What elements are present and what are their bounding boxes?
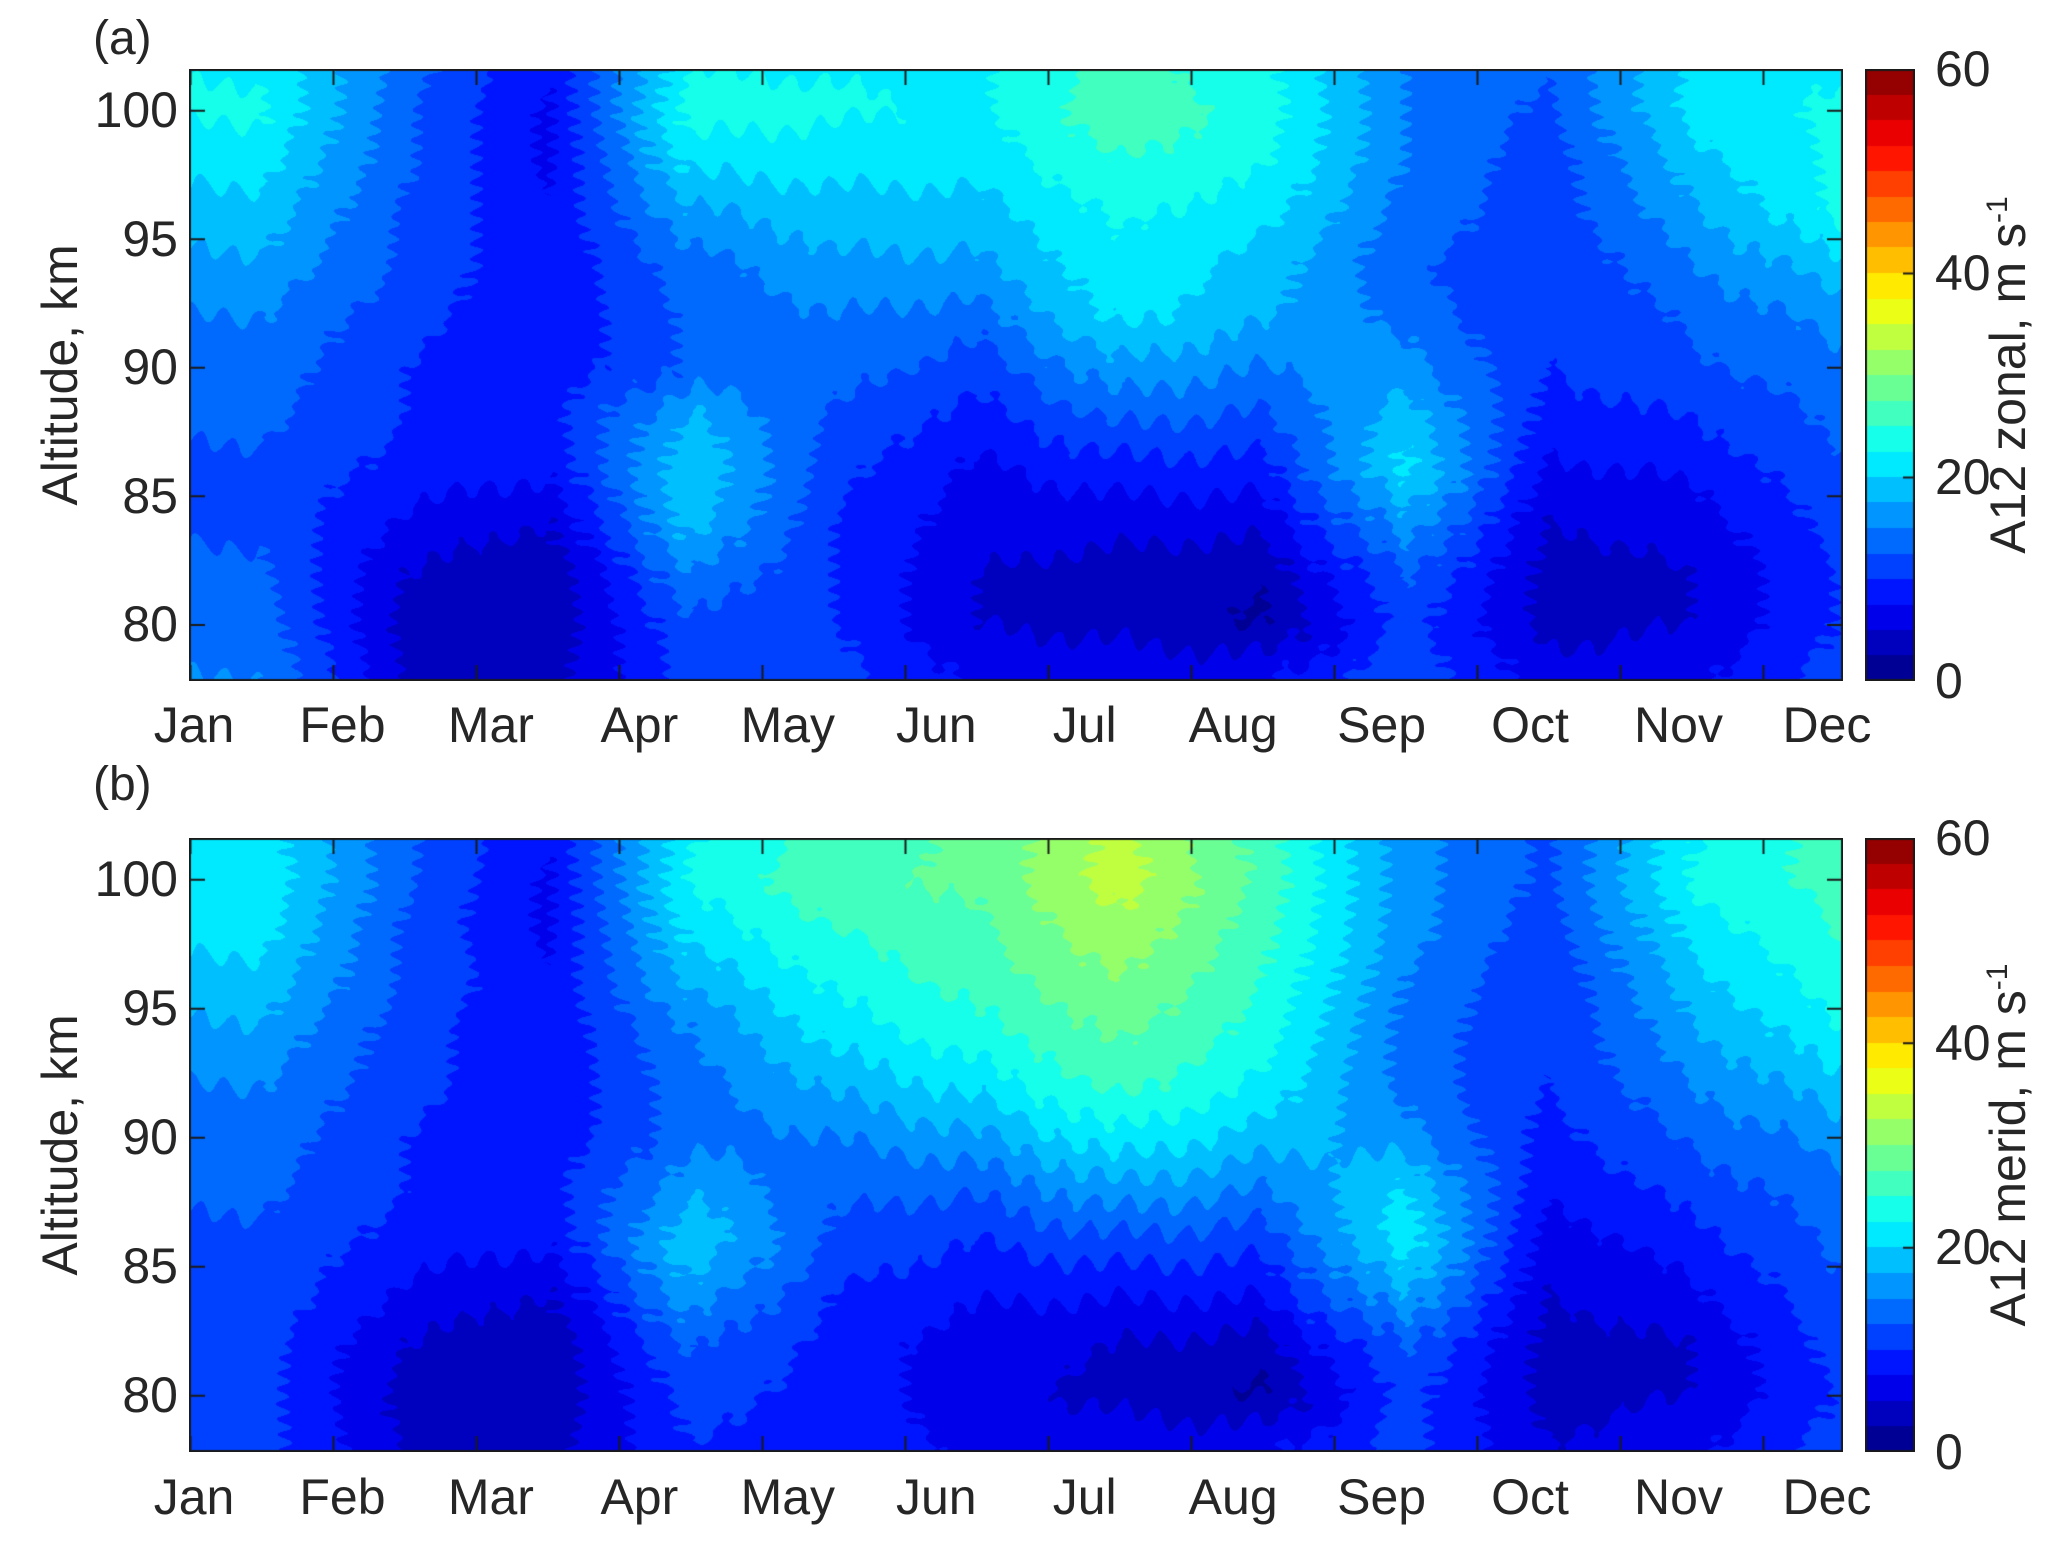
- panel-b-x-tick-label-oct: Oct: [1491, 1469, 1569, 1525]
- panel-b-y-tick-label-100: 100: [94, 851, 178, 908]
- panel-b-x-tick-label-jun: Jun: [895, 1469, 977, 1525]
- panel-b-x-tick-label-dec: Dec: [1782, 1469, 1872, 1525]
- panel-a-y-tick-label-85: 85: [122, 467, 178, 524]
- panel-a-x-tick-label-nov: Nov: [1634, 697, 1723, 753]
- panel-b-x-tick-label-may: May: [740, 1469, 836, 1525]
- panel-b-colorbar-tick-label-60: 60: [1935, 810, 1991, 866]
- panel-a-colorbar-tick-label-0: 0: [1935, 653, 1963, 709]
- panel-a-x-tick-label-apr: Apr: [600, 697, 679, 753]
- panel-a-letter: (a): [93, 12, 152, 65]
- panel-b-x-tick-label-mar: Mar: [447, 1469, 534, 1525]
- panel-a-colorbar-tick-label-60: 60: [1935, 41, 1991, 97]
- panel-b-colorbar-tick-label-40: 40: [1935, 1014, 1991, 1071]
- panel-b-x-tick-label-jan: Jan: [153, 1469, 235, 1525]
- panel-b-colorbar-tick-label-20: 20: [1935, 1219, 1991, 1276]
- panel-a-x-tick-label-mar: Mar: [447, 697, 534, 753]
- panel-a-x-tick-label-may: May: [740, 697, 836, 753]
- panel-a-y-tick-label-100: 100: [94, 82, 178, 139]
- panel-b-colorbar: [1865, 838, 1915, 1452]
- panel-b-colorbar-label-exponent: -1: [1981, 963, 2014, 991]
- panel-a-contour-plot: [189, 69, 1843, 681]
- panel-b-x-tick-label-nov: Nov: [1634, 1469, 1723, 1525]
- panel-a-colorbar-label-exponent: -1: [1981, 196, 2014, 223]
- panel-a-colorbar: [1865, 69, 1915, 681]
- panel-a-x-tick-label-jun: Jun: [895, 697, 977, 753]
- panel-a-y-tick-label-90: 90: [122, 339, 178, 396]
- panel-b-y-tick-label-90: 90: [122, 1109, 178, 1166]
- panel-a-x-tick-label-aug: Aug: [1188, 697, 1278, 753]
- panel-b-y-tick-label-85: 85: [122, 1238, 178, 1295]
- panel-b-letter: (b): [93, 758, 152, 811]
- panel-b-colorbar-label: A12 merid, m s-1: [1980, 963, 2041, 1327]
- panel-b-contour-plot: [189, 838, 1843, 1452]
- panel-b-x-tick-label-feb: Feb: [299, 1469, 386, 1525]
- panel-a-colorbar-tick-label-20: 20: [1935, 449, 1991, 505]
- panel-a-colorbar-tick-label-40: 40: [1935, 245, 1991, 301]
- panel-a-x-tick-label-feb: Feb: [299, 697, 386, 753]
- panel-b-y-tick-label-95: 95: [122, 980, 178, 1037]
- panel-a-x-tick-label-sep: Sep: [1337, 697, 1427, 753]
- panel-a-x-tick-label-jul: Jul: [1052, 697, 1117, 753]
- panel-b-x-tick-label-sep: Sep: [1337, 1469, 1427, 1525]
- panel-b-x-tick-label-jul: Jul: [1052, 1469, 1117, 1525]
- panel-b-x-tick-label-aug: Aug: [1188, 1469, 1278, 1525]
- panel-b-x-tick-label-apr: Apr: [600, 1469, 679, 1525]
- panel-a-y-tick-label-95: 95: [122, 210, 178, 267]
- panel-a-x-tick-label-oct: Oct: [1491, 697, 1569, 753]
- panel-b-y-tick-label-80: 80: [122, 1367, 178, 1424]
- panel-a-x-tick-label-dec: Dec: [1782, 697, 1872, 753]
- panel-a-x-tick-label-jan: Jan: [153, 697, 235, 753]
- panel-a-colorbar-label: A12 zonal, m s-1: [1980, 196, 2041, 553]
- panel-b-colorbar-tick-label-0: 0: [1935, 1424, 1963, 1480]
- panel-a-y-tick-label-80: 80: [122, 596, 178, 653]
